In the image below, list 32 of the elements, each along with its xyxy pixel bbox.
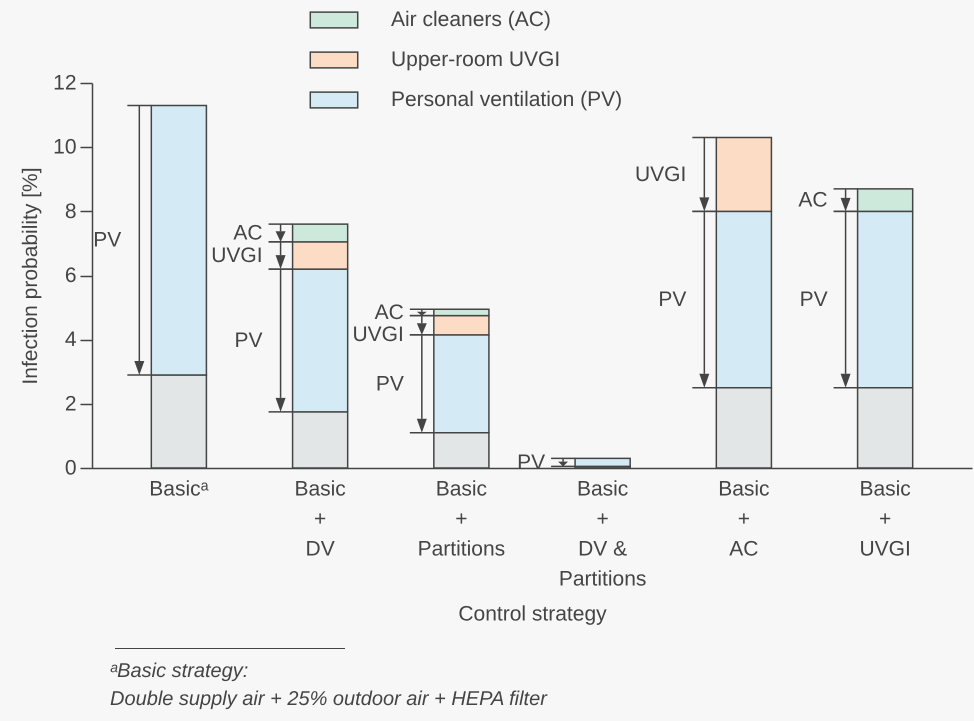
x-tick-label: Basic + UVGI <box>859 478 911 560</box>
y-axis-title: Infection probability [%] <box>19 167 42 385</box>
y-tick-label: 2 <box>64 392 76 416</box>
legend-label: Air cleaners (AC) <box>391 8 551 31</box>
annotation: UVGI <box>211 244 263 267</box>
y-tick-label: 8 <box>64 200 76 223</box>
x-tick-label: Basic + AC <box>718 478 770 560</box>
annotation: PV <box>376 372 404 396</box>
annotation: PV <box>517 450 546 474</box>
y-tick-label: 10 <box>53 136 76 159</box>
legend-label: Personal ventilation (PV) <box>391 88 622 111</box>
annotation: UVGI <box>634 162 686 186</box>
annotation: AC <box>233 221 263 244</box>
y-tick-label: 4 <box>64 328 77 352</box>
annotation: PV <box>234 328 263 352</box>
x-tick-label: Basic + DV <box>294 478 346 560</box>
legend-label: Upper-room UVGI <box>391 48 560 71</box>
y-tick-label: 0 <box>64 456 76 480</box>
text: ᵃBasic strategy: <box>110 659 250 684</box>
y-tick-label: 12 <box>53 72 76 94</box>
annotation: PV <box>93 228 122 252</box>
y-tick-label: 6 <box>64 264 76 287</box>
text: Double supply air + 25% outdoor air + HEPA filter <box>110 687 547 712</box>
x-axis-title: Control strategy <box>458 602 608 626</box>
annotation: PV <box>658 288 686 312</box>
annotation: PV <box>800 288 828 312</box>
x-tick-label: Basic + DV & Partitions <box>558 478 646 590</box>
annotation: AC <box>374 300 404 324</box>
annotation: AC <box>798 188 828 212</box>
x-tick-label: Basicᵃ <box>149 478 209 500</box>
x-tick-label: Basic + Partitions <box>418 478 506 560</box>
annotation: UVGI <box>352 322 404 346</box>
